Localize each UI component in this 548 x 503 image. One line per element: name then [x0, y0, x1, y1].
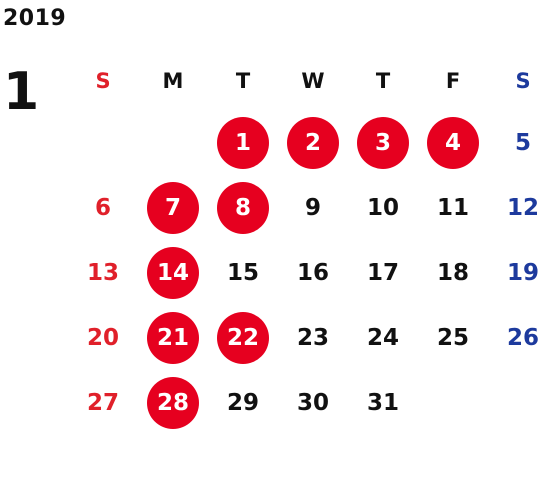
day-cell: 3 [348, 116, 418, 169]
day-cell: 9 [278, 182, 348, 234]
day-cell: 27 [68, 377, 138, 429]
day-number: 12 [506, 194, 539, 221]
day-number: 9 [304, 194, 321, 221]
day-cell: 18 [418, 247, 488, 299]
day-cell: 2 [278, 116, 348, 169]
day-cell: 17 [348, 247, 418, 299]
day-cell: 24 [348, 312, 418, 364]
day-cell: 20 [68, 312, 138, 364]
day-cell: 13 [68, 247, 138, 299]
day-cell: 26 [488, 312, 548, 364]
holiday-circle [217, 116, 269, 169]
day-number: 16 [296, 259, 329, 286]
day-number: 1 [234, 129, 251, 156]
day-cell: 28 [138, 376, 208, 429]
month-number: 1 [3, 62, 40, 122]
weekday-thursday: T [375, 69, 391, 93]
day-cell: 11 [418, 182, 488, 234]
day-cell: 23 [278, 312, 348, 364]
day-cell: 14 [138, 246, 208, 299]
day-cell: 1 [208, 116, 278, 169]
day-cell: 4 [418, 116, 488, 169]
day-number: 27 [86, 389, 119, 416]
holiday-circle [217, 181, 269, 234]
weekday-wednesday: W [301, 69, 325, 93]
empty-day-cell [418, 377, 488, 429]
day-number: 13 [86, 259, 119, 286]
holiday-circle [217, 311, 269, 364]
holiday-circle [357, 116, 409, 169]
day-number: 4 [444, 129, 461, 156]
empty-day-cell [138, 117, 208, 169]
day-cell: 10 [348, 182, 418, 234]
week-row: 20 21 22 23 24 25 26 [68, 305, 548, 370]
day-number: 29 [226, 389, 259, 416]
day-number: 28 [156, 389, 189, 416]
day-number: 24 [366, 324, 399, 351]
day-number: 18 [436, 259, 469, 286]
day-cell: 16 [278, 247, 348, 299]
day-number: 21 [156, 324, 189, 351]
day-cell: 31 [348, 377, 418, 429]
week-row: 6 7 8 9 10 11 12 [68, 175, 548, 240]
day-cell: 30 [278, 377, 348, 429]
day-cell: 29 [208, 377, 278, 429]
week-row: 1 2 3 4 5 [68, 110, 548, 175]
day-cell: 22 [208, 311, 278, 364]
day-cell: 7 [138, 181, 208, 234]
day-cell: 19 [488, 247, 548, 299]
day-number: 5 [514, 129, 531, 156]
week-row: 27 28 29 30 31 [68, 370, 548, 435]
day-cell: 8 [208, 181, 278, 234]
day-cell: 6 [68, 182, 138, 234]
week-row: 13 14 15 16 17 18 19 [68, 240, 548, 305]
day-number: 3 [374, 129, 391, 156]
weekday-sunday: S [95, 69, 111, 93]
calendar-grid: S M T W T F S 1 2 3 4 5 6 7 8 9 10 11 12 13 14 15 16 17 1… [68, 52, 548, 435]
day-number: 11 [436, 194, 469, 221]
day-number: 14 [156, 259, 189, 286]
day-cell: 25 [418, 312, 488, 364]
year-label: 2019 [3, 6, 67, 31]
weekday-friday: F [445, 69, 461, 93]
day-cell: 15 [208, 247, 278, 299]
day-cell: 12 [488, 182, 548, 234]
day-number: 26 [506, 324, 539, 351]
weekday-tuesday: T [235, 69, 251, 93]
holiday-circle [427, 116, 479, 169]
day-number: 23 [296, 324, 329, 351]
day-number: 10 [366, 194, 399, 221]
day-number: 8 [234, 194, 251, 221]
day-number: 6 [94, 194, 111, 221]
weekday-saturday: S [515, 69, 531, 93]
day-number: 30 [296, 389, 329, 416]
holiday-circle [147, 311, 199, 364]
day-number: 17 [366, 259, 399, 286]
holiday-circle [147, 376, 199, 429]
day-number: 31 [366, 389, 399, 416]
day-cell: 21 [138, 311, 208, 364]
holiday-circle [287, 116, 339, 169]
weekday-header-row: S M T W T F S [68, 52, 548, 110]
holiday-circle [147, 181, 199, 234]
weeks-container: 1 2 3 4 5 6 7 8 9 10 11 12 13 14 15 16 17 18 19 20 21 22 23 24 2… [68, 110, 548, 435]
day-number: 22 [226, 324, 259, 351]
empty-day-cell [488, 377, 548, 429]
day-number: 20 [86, 324, 119, 351]
empty-day-cell [68, 117, 138, 169]
day-number: 25 [436, 324, 469, 351]
day-number: 2 [304, 129, 321, 156]
day-number: 19 [506, 259, 539, 286]
day-number: 7 [164, 194, 181, 221]
weekday-monday: M [162, 69, 184, 93]
day-cell: 5 [488, 117, 548, 169]
holiday-circle [147, 246, 199, 299]
day-number: 15 [226, 259, 259, 286]
